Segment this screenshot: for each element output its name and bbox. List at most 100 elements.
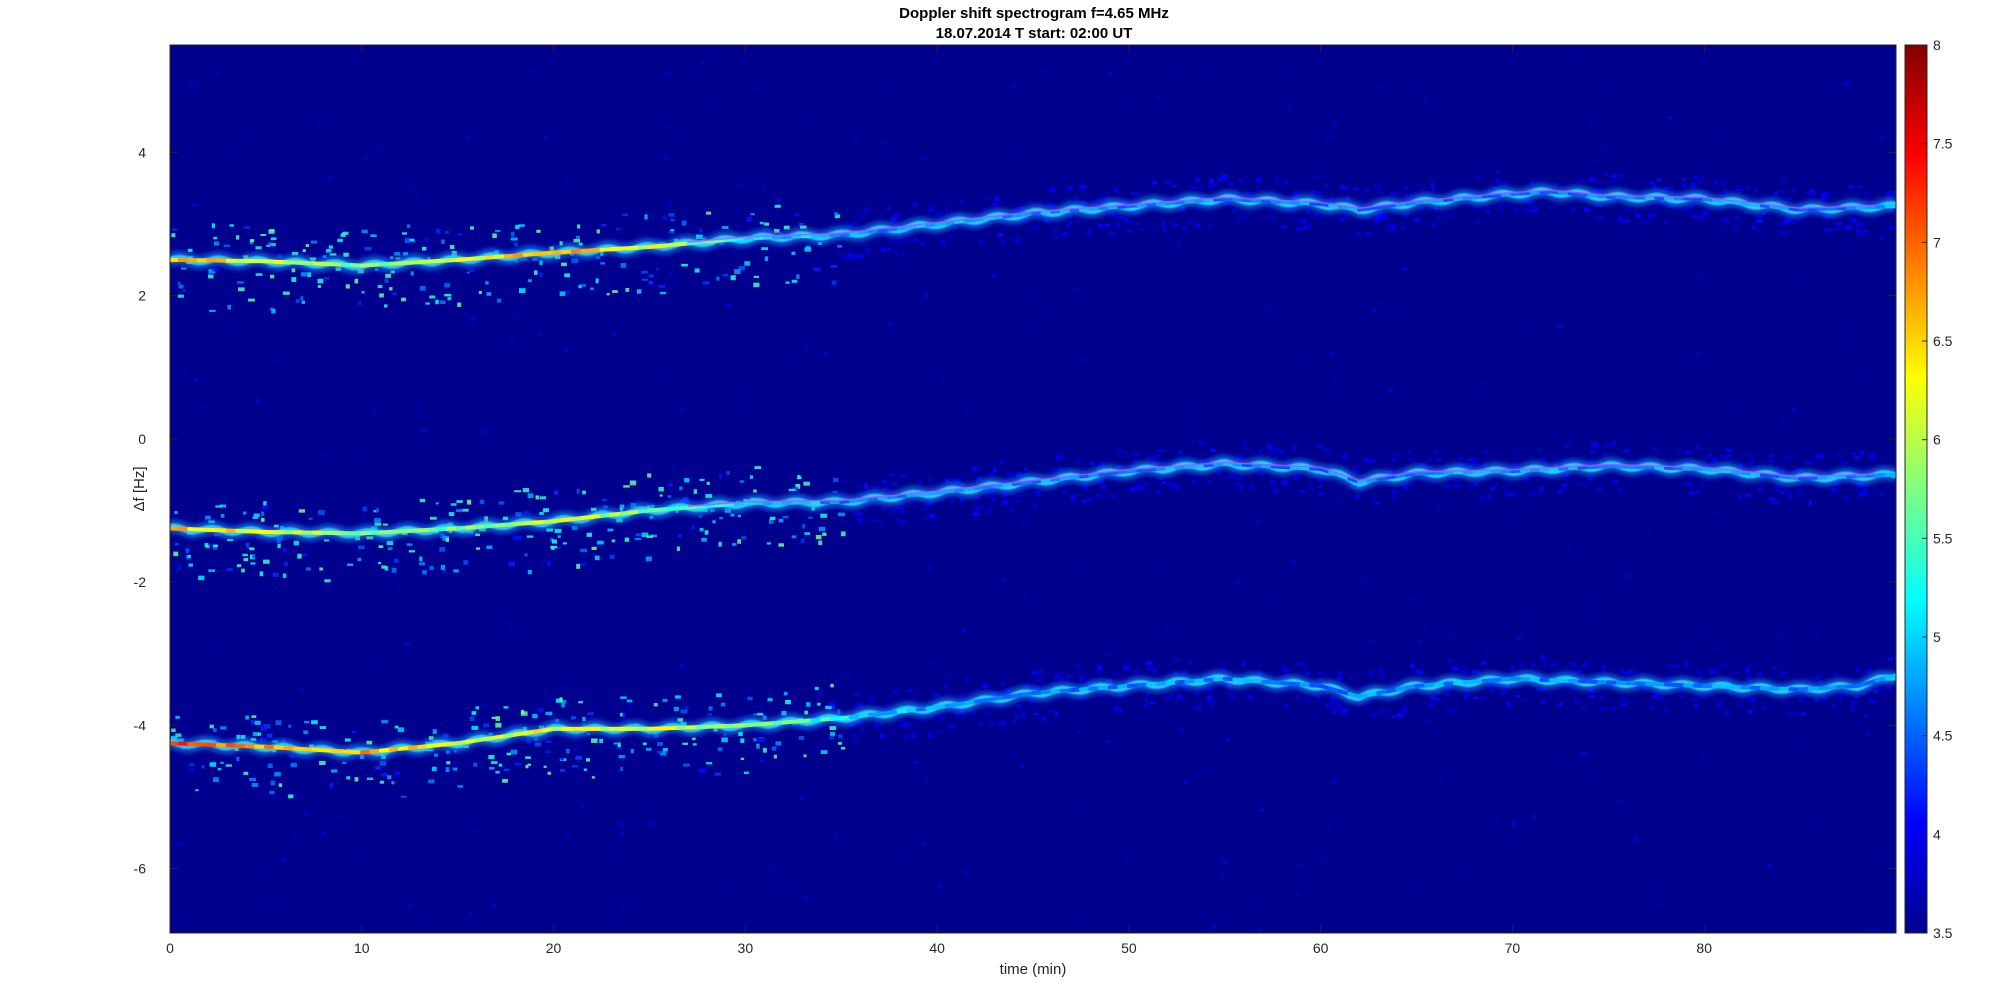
trace-noise [600,223,607,227]
trace-noise [655,268,660,271]
trace-noise [630,749,635,754]
trace-noise [1696,669,1701,675]
speckle [709,593,713,597]
speckle [1867,733,1871,737]
speckle [1746,185,1752,190]
trace-noise [1016,493,1023,498]
trace-noise [1417,183,1421,186]
trace-noise [288,724,292,728]
speckle [1520,234,1523,238]
trace-noise [343,252,349,257]
trace-noise [1502,203,1509,206]
trace-noise [635,533,641,537]
speckle [240,97,243,100]
trace-noise [975,465,982,470]
speckle [422,918,427,921]
trace-noise [1048,468,1055,472]
trace-noise [974,688,980,692]
trace-noise [226,567,233,571]
trace-noise [308,517,313,520]
speckle [804,130,809,134]
speckle [1532,814,1537,818]
trace-noise [1435,459,1442,462]
trace-noise [1530,180,1534,186]
trace-noise [1157,449,1165,453]
speckle [1841,83,1846,86]
trace-noise [896,240,902,244]
trace-noise [1665,675,1669,679]
trace-noise [419,498,426,503]
trace-noise [600,262,605,265]
trace-noise [515,512,522,517]
trace-noise [1365,701,1372,705]
trace-noise [1472,458,1477,463]
trace-noise [394,771,401,776]
speckle [323,453,328,457]
trace-noise [539,511,544,515]
trace-noise [177,566,181,570]
speckle [1714,511,1717,515]
speckle [1301,117,1306,120]
trace-noise [490,761,498,764]
trace-noise [223,244,231,247]
trace-noise [1294,662,1301,666]
trace-noise [1266,444,1273,448]
trace-noise [527,279,532,283]
trace-noise [510,231,515,237]
trace-noise [1125,665,1130,670]
trace-noise [213,544,219,548]
speckle [225,458,229,461]
trace-noise [1678,447,1682,452]
trace-noise [1285,669,1292,672]
trace-noise [268,229,275,234]
trace-noise [586,532,592,537]
speckle [1864,714,1869,717]
trace-noise [1686,205,1692,209]
speckle [1349,838,1353,843]
trace-noise [293,540,300,546]
trace-noise [1716,704,1723,708]
trace-noise [775,741,782,746]
speckle [1879,137,1884,141]
speckle [1610,861,1614,866]
trace-noise [435,299,439,305]
trace-noise [702,281,710,285]
trace-noise [560,769,566,772]
speckle [736,185,742,188]
trace-noise [900,508,905,514]
speckle [617,539,620,544]
trace-noise [253,513,260,517]
speckle [1033,326,1038,330]
trace-noise [863,208,870,212]
speckle [1183,562,1186,566]
trace-noise [1776,485,1782,490]
trace-noise [319,567,324,571]
speckle [1852,270,1857,274]
speckle [1550,207,1554,211]
speckle [362,515,367,519]
trace-noise [795,213,800,217]
trace-noise [668,213,675,217]
speckle [1825,89,1830,93]
trace-noise [1054,230,1058,233]
trace-noise [1537,688,1545,692]
speckle [1420,882,1424,886]
trace-noise [1391,459,1396,462]
trace-noise [1133,669,1141,673]
trace-noise [406,224,411,228]
trace-noise [506,752,512,756]
trace-noise [1586,179,1594,182]
trace-noise [820,513,828,518]
trace-noise [408,550,415,553]
speckle [1668,116,1673,119]
trace-noise [1611,479,1618,484]
trace-noise [578,284,582,289]
trace-noise [188,762,195,767]
trace-noise [255,273,263,276]
trace-noise [942,477,948,480]
trace-noise [953,478,961,484]
trace-noise [753,738,757,742]
trace-noise [694,268,700,273]
trace-noise [797,475,801,480]
trace-noise [853,511,860,516]
